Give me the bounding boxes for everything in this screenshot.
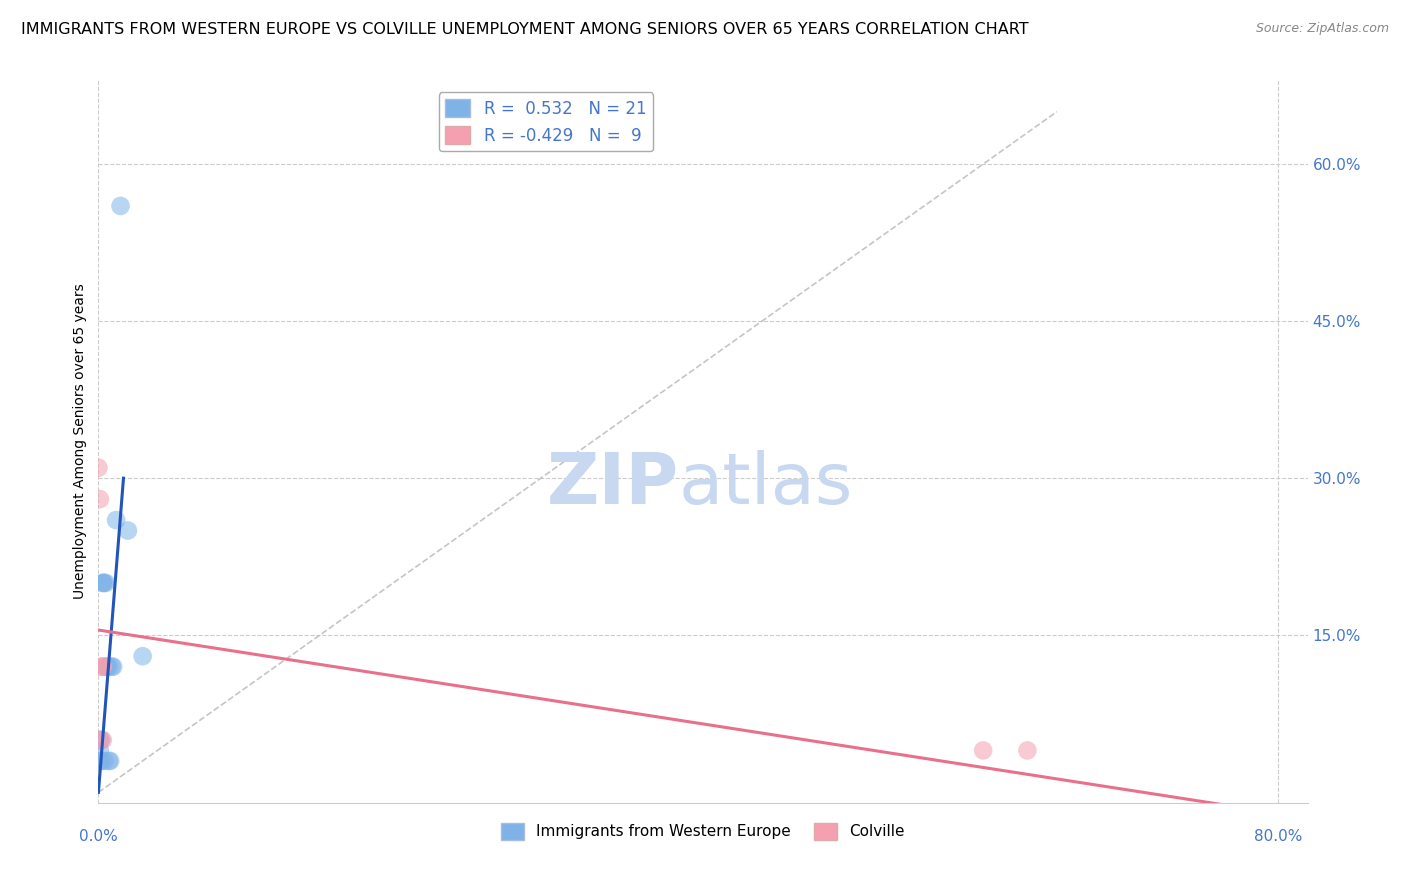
Point: [91, 659, 114, 673]
Point: [97, 659, 120, 673]
Legend: Immigrants from Western Europe, Colville: Immigrants from Western Europe, Colville: [495, 817, 911, 846]
Text: IMMIGRANTS FROM WESTERN EUROPE VS COLVILLE UNEMPLOYMENT AMONG SENIORS OVER 65 YE: IMMIGRANTS FROM WESTERN EUROPE VS COLVIL…: [21, 22, 1029, 37]
Point: [90, 733, 112, 747]
Point: [89, 492, 111, 507]
Point: [96, 659, 118, 673]
Point: [93, 754, 115, 768]
Point: [110, 199, 132, 213]
Point: [91, 733, 114, 747]
Text: 0.0%: 0.0%: [79, 829, 118, 844]
Point: [100, 659, 122, 673]
Point: [105, 513, 128, 527]
Point: [89, 733, 111, 747]
Point: [972, 743, 994, 757]
Point: [1017, 743, 1039, 757]
Point: [91, 575, 114, 590]
Point: [101, 659, 124, 673]
Point: [94, 659, 117, 673]
Point: [98, 754, 121, 768]
Point: [91, 575, 114, 590]
Point: [97, 754, 120, 768]
Point: [93, 575, 115, 590]
Point: [91, 659, 114, 673]
Text: atlas: atlas: [679, 450, 853, 519]
Y-axis label: Unemployment Among Seniors over 65 years: Unemployment Among Seniors over 65 years: [73, 284, 87, 599]
Point: [89, 733, 111, 747]
Point: [90, 754, 112, 768]
Point: [90, 659, 112, 673]
Point: [89, 754, 111, 768]
Point: [94, 575, 117, 590]
Text: Source: ZipAtlas.com: Source: ZipAtlas.com: [1256, 22, 1389, 36]
Point: [89, 743, 111, 757]
Point: [87, 460, 110, 475]
Text: ZIP: ZIP: [547, 450, 679, 519]
Point: [131, 649, 153, 664]
Text: 80.0%: 80.0%: [1254, 829, 1302, 844]
Point: [117, 524, 139, 538]
